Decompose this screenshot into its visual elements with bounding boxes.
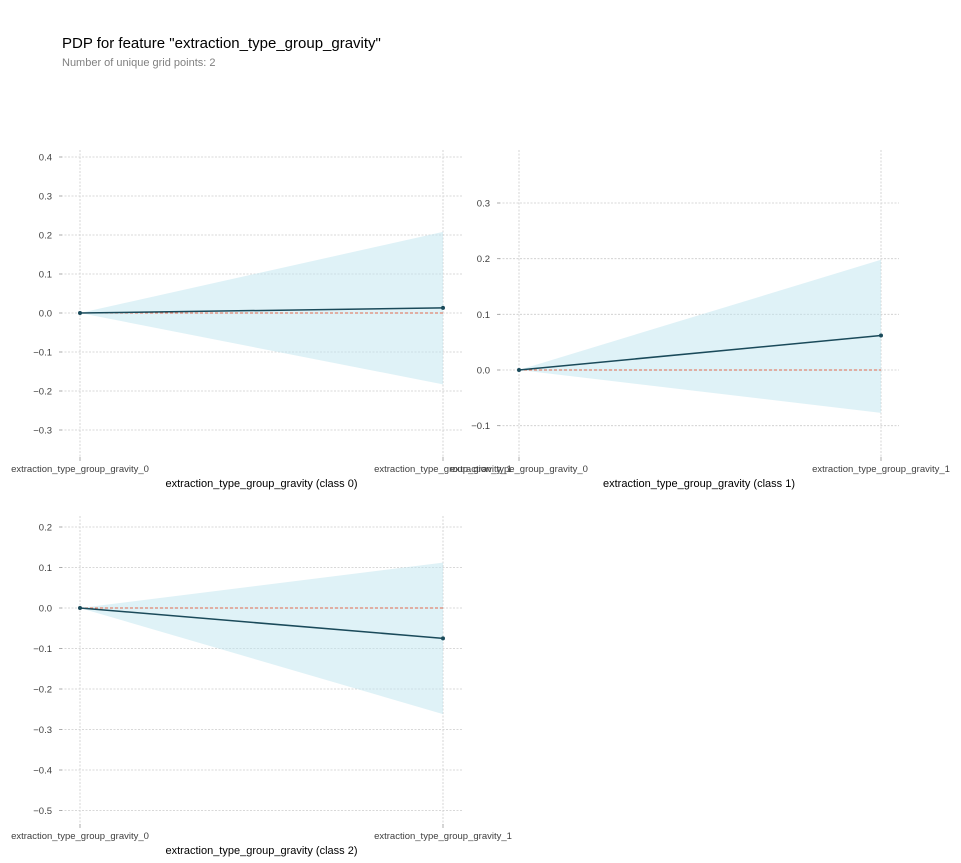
confidence-band: [519, 259, 881, 413]
x-axis-label: extraction_type_group_gravity (class 2): [166, 845, 358, 857]
x-tick-label: extraction_type_group_gravity_1: [374, 831, 512, 842]
pdp-line: [79, 607, 444, 640]
y-tick-label: −0.4: [33, 766, 52, 777]
pdp-point: [879, 333, 883, 338]
y-tick-label: 0.0: [477, 366, 490, 377]
y-tick-label: 0.4: [39, 153, 52, 164]
x-axis-label: extraction_type_group_gravity (class 1): [603, 478, 795, 490]
y-tick-label: −0.2: [33, 685, 52, 696]
y-tick-label: −0.3: [33, 426, 52, 437]
confidence-band: [80, 562, 443, 715]
y-tick-label: −0.5: [33, 806, 52, 817]
y-tick-label: 0.1: [39, 270, 52, 281]
pdp-line: [79, 307, 444, 314]
pdp-point: [441, 305, 445, 310]
y-tick-label: −0.3: [33, 725, 52, 736]
x-tick-label: extraction_type_group_gravity_1: [812, 464, 950, 475]
x-tick-label: extraction_type_group_gravity_0: [11, 831, 149, 842]
y-tick-label: −0.1: [33, 644, 52, 655]
y-tick-label: 0.3: [477, 199, 490, 210]
y-tick-label: −0.2: [33, 387, 52, 398]
y-tick-label: 0.2: [39, 231, 52, 242]
pdp-panel-1: −0.1 0.0 0.1 0.2 0.3 extraction_type_group_gr…: [450, 150, 950, 490]
y-tick-label: −0.1: [33, 348, 52, 359]
y-tick-label: 0.0: [39, 309, 52, 320]
x-axis-label: extraction_type_group_gravity (class 0): [166, 478, 358, 490]
pdp-line: [518, 334, 882, 371]
confidence-band: [80, 231, 443, 385]
y-tick-label: 0.0: [39, 604, 52, 615]
x-tick-label: extraction_type_group_gravity_1: [374, 464, 512, 475]
y-tick-label: 0.1: [477, 310, 490, 321]
y-tick-label: 0.2: [477, 254, 490, 265]
y-tick-label: 0.3: [39, 192, 52, 203]
x-tick-label: extraction_type_group_gravity_0: [11, 464, 149, 475]
y-tick-label: 0.2: [39, 523, 52, 534]
y-tick-label: −0.1: [471, 421, 490, 432]
figure-subtitle: Number of unique grid points: 2: [62, 57, 216, 69]
figure-title: PDP for feature "extraction_type_group_g…: [62, 35, 381, 52]
x-tick-label: extraction_type_group_gravity_0: [450, 464, 588, 475]
pdp-panel-2: −0.5 −0.4 −0.3 −0.2 −0.1 0.0 0.1 0.2 extraction_…: [11, 516, 512, 857]
pdp-point: [441, 636, 445, 641]
pdp-point: [517, 368, 521, 372]
pdp-point: [78, 311, 82, 315]
pdp-panel-0: −0.3 −0.2 −0.1 0.0 0.1 0.2 0.3 0.4 extraction_ty…: [11, 150, 512, 490]
y-tick-label: 0.1: [39, 563, 52, 574]
pdp-point: [78, 606, 82, 610]
